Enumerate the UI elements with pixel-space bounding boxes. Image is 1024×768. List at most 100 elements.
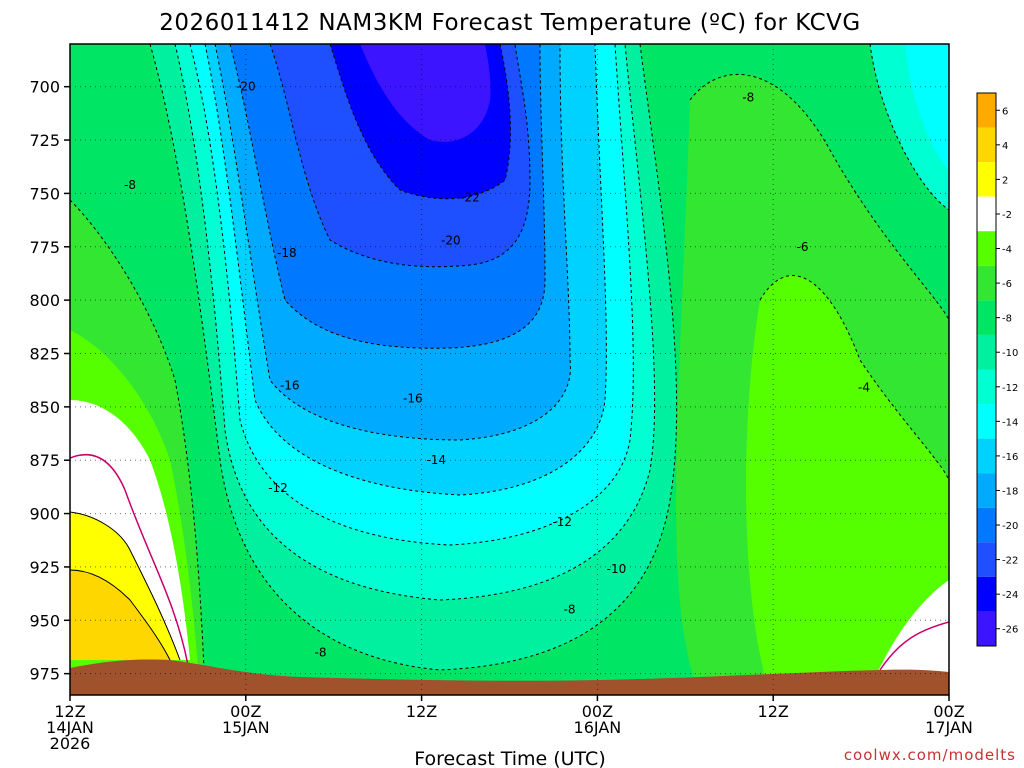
chart-title: 2026011412 NAM3KM Forecast Temperature (… [159,10,860,36]
colorbar-label: -2 [1002,210,1012,221]
freezing-line-west [70,454,189,666]
y-tick-label: 875 [29,451,60,470]
colorbar-swatch [977,196,996,232]
contour-label: -8 [564,603,576,617]
y-tick-label: 850 [29,398,60,417]
band-minus26 [360,44,491,142]
colorbar-label: -16 [1002,452,1018,463]
band-minus4-east [746,275,949,695]
colorbar-label: -22 [1002,556,1018,567]
contour-line [70,199,206,695]
y-tick-label: 900 [29,505,60,524]
colorbar-label: -4 [1002,245,1012,256]
colorbar-label: -14 [1002,417,1018,428]
x-tick-label: 2026 [50,734,91,753]
colorbar-label: 4 [1002,141,1008,152]
colorbar-label: -18 [1002,486,1018,497]
contour-label: -22 [460,191,480,205]
colorbar-swatch [977,473,996,508]
contour-label: -4 [858,381,870,395]
contour-line [229,44,546,349]
grid-lines [70,44,949,695]
contour-label: -18 [277,246,297,260]
warm-lobe-outlines [70,511,181,661]
colorbar-label: -10 [1002,348,1018,359]
x-tick-label: 00Z [582,702,613,721]
contour-label: -10 [607,562,627,576]
y-tick-label: 700 [29,78,60,97]
colorbar-swatch [977,127,996,163]
contour-label: -14 [426,453,446,467]
y-tick-label: 750 [29,184,60,203]
band-minus2-east [870,580,949,690]
y-tick-label: 950 [29,611,60,630]
contour-labels: -20 -8 -22 -20 -18 -16 -16 -14 -12 -12 -10 -8 -8 -8 -6… [124,80,870,660]
colorbar-swatch [977,576,996,612]
x-tick-label: 14JAN [46,718,94,737]
x-tick-label: 12Z [54,702,85,721]
colorbar-label: 6 [1002,106,1008,117]
x-tick-label: 00Z [933,702,964,721]
contour-line [269,44,531,268]
x-tick-label: 12Z [758,702,789,721]
contour-label: -20 [441,233,461,247]
band-minus14-ne [905,44,949,170]
y-tick-label: 975 [29,665,60,684]
colorbar-swatch [977,162,996,197]
contour-label: -8 [315,645,327,659]
contour-label: -8 [124,178,136,192]
band-plus4-west [70,570,170,660]
y-tick-label: 775 [29,238,60,257]
freezing-lines [70,454,949,671]
colorbar-label: -20 [1002,521,1018,532]
ground-surface [70,659,949,695]
colorbar-label: -8 [1002,314,1012,325]
contour-line [189,44,634,546]
colorbar-swatch [977,611,996,646]
contour-line [689,73,949,321]
colorbar-swatch [977,265,996,301]
colorbar-label: -26 [1002,625,1018,636]
colorbar-swatch [977,438,996,474]
contour-line [869,44,949,211]
contour-label: -8 [742,90,754,104]
contour-label: -12 [552,515,572,529]
x-tick-label: 15JAN [222,718,270,737]
contour-line [204,44,607,496]
colorbar-label: -24 [1002,590,1018,601]
colorbar-swatch [977,507,996,543]
colorbar: 6 4 2 -2 -4 -6 -8 -10 -12 -14 -16 -18 -20 -22 -24 -26 [976,92,1018,647]
colorbar-label: -6 [1002,279,1012,290]
x-tick-label: 12Z [406,702,437,721]
credit-text: coolwx.com/modelts [844,746,1016,764]
y-tick-label: 825 [29,344,60,363]
colorbar-swatch [977,300,996,335]
colorbar-swatch [977,93,996,128]
x-axis-title: Forecast Time (UTC) [414,748,605,768]
contour-line [759,275,949,481]
y-tick-label: 925 [29,558,60,577]
contour-line-solid [70,569,171,661]
x-tick-label: 16JAN [574,718,622,737]
colorbar-swatch [977,334,996,370]
contour-label: -20 [236,80,256,94]
freezing-line-east [879,621,949,671]
contour-lines [70,44,949,695]
colorbar-swatch [977,369,996,405]
y-axis: 700 725 750 775 800 825 850 875 900 925 950 975 [29,78,70,684]
temperature-bands [70,44,949,695]
contour-line-solid [70,511,181,661]
colorbar-label: -12 [1002,383,1018,394]
contour-line [329,44,511,200]
x-tick-label: 17JAN [925,718,973,737]
colorbar-swatch [977,542,996,577]
y-tick-label: 800 [29,291,60,310]
contour-label: -12 [268,481,288,495]
colorbar-label: 2 [1002,175,1008,186]
x-tick-label: 00Z [230,702,261,721]
plot-frame [69,43,950,696]
y-tick-label: 725 [29,131,60,150]
contour-label: -6 [797,240,809,254]
